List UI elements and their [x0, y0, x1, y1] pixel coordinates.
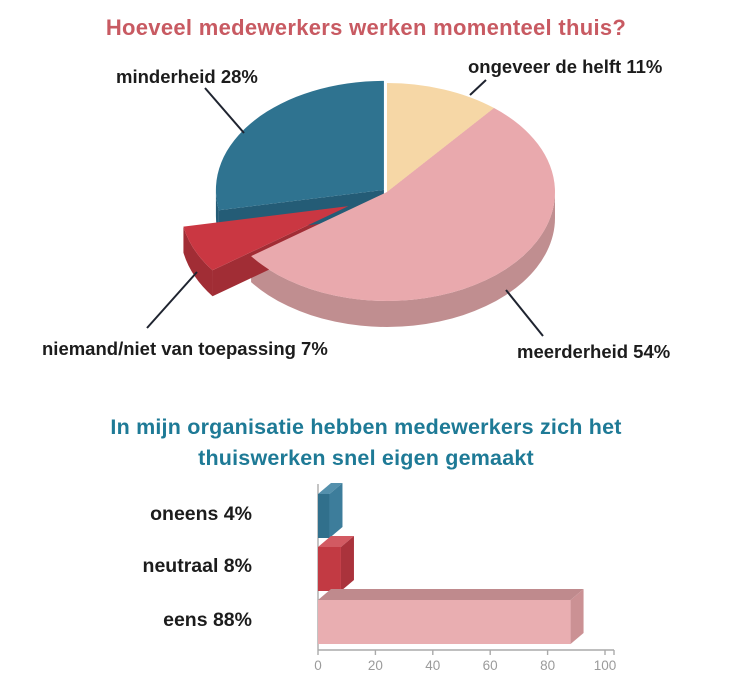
x-tick-label: 40 [425, 658, 440, 673]
pie-slice-rim-meerderheid [251, 192, 555, 327]
bar-oneens [318, 494, 330, 538]
x-tick-label: 80 [540, 658, 555, 673]
pie-slice-ongeveer-de-helft [387, 83, 495, 192]
bar-label-eens: eens 88% [163, 609, 252, 631]
bar-side-oneens [329, 483, 343, 538]
x-tick-label: 100 [594, 658, 617, 673]
bar-side-neutraal [340, 536, 354, 591]
bar-label-oneens: oneens 4% [150, 503, 252, 525]
bar-chart-title-line1: In mijn organisatie hebben medewerkers z… [110, 415, 622, 439]
pie-slice-minderheid [215, 80, 384, 211]
pie-label-ongeveer-de-helft: ongeveer de helft 11% [468, 56, 663, 77]
bar-neutraal [318, 547, 341, 591]
bar-eens [318, 600, 571, 644]
pie-chart-title: Hoeveel medewerkers werken momenteel thu… [105, 15, 627, 40]
leader-line [505, 289, 544, 337]
bar-chart-title: In mijn organisatie hebben medewerkers z… [0, 412, 732, 474]
pie-slice-niemand-niet-van-toepassing [183, 206, 349, 271]
bar-label-neutraal: neutraal 8% [142, 555, 252, 577]
pie-label-minderheid: minderheid 28% [116, 66, 258, 87]
pie-label-niemand-niet-van-toepassing: niemand/niet van toepassing 7% [42, 338, 328, 359]
bar-top-eens [318, 589, 584, 600]
bar-chart-title-line2: thuiswerken snel eigen gemaakt [198, 446, 534, 470]
bar-side-eens [570, 589, 584, 644]
pie-label-meerderheid: meerderheid 54% [517, 341, 671, 362]
pie-slice-meerderheid [251, 108, 555, 301]
x-tick-label: 20 [368, 658, 383, 673]
x-tick-label: 60 [483, 658, 498, 673]
x-tick-label: 0 [314, 658, 322, 673]
leader-line [469, 79, 487, 96]
leader-line [146, 271, 198, 329]
bar-top-oneens [318, 483, 343, 494]
bar-top-neutraal [318, 536, 354, 547]
leader-line [204, 87, 245, 134]
pie-slice-rim-niemand-niet-van-toepassing [183, 226, 213, 297]
